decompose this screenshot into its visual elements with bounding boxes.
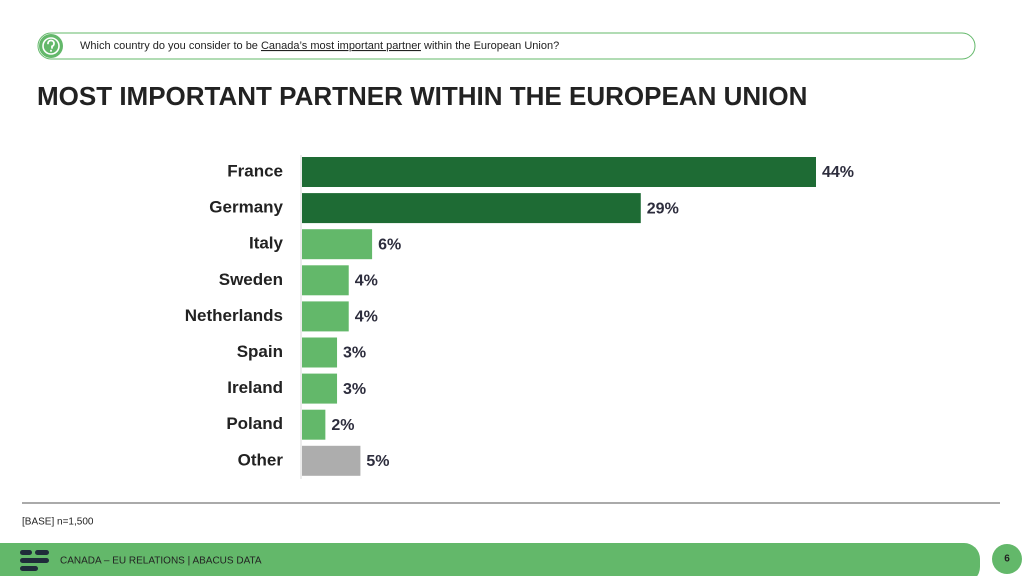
category-label: Other bbox=[238, 450, 284, 469]
bar bbox=[302, 157, 816, 187]
value-label: 44% bbox=[822, 164, 854, 181]
footer-text: CANADA – EU RELATIONS | ABACUS DATA bbox=[60, 556, 262, 567]
category-label: Sweden bbox=[219, 270, 283, 289]
logo-bar bbox=[20, 550, 32, 555]
value-label: 3% bbox=[343, 381, 366, 398]
footer-bar bbox=[0, 543, 980, 576]
plot: France 44% Germany 29% Italy 6% Sweden 4% Nether… bbox=[185, 157, 854, 476]
question-part: Which country do you consider to be bbox=[80, 40, 261, 52]
value-label: 5% bbox=[366, 453, 389, 470]
question-text: Which country do you consider to be Cana… bbox=[80, 40, 559, 52]
category-label: Italy bbox=[249, 234, 284, 253]
logo-bar bbox=[35, 550, 49, 555]
category-label: Ireland bbox=[227, 378, 283, 397]
value-label: 2% bbox=[331, 417, 354, 434]
value-label: 4% bbox=[355, 309, 378, 326]
category-label: Poland bbox=[226, 414, 283, 433]
category-label: France bbox=[227, 161, 283, 180]
bar bbox=[302, 409, 326, 440]
value-label: 6% bbox=[378, 236, 401, 253]
logo-bar bbox=[20, 566, 38, 571]
category-label: Germany bbox=[209, 198, 283, 217]
bar bbox=[302, 337, 338, 368]
bar bbox=[302, 229, 373, 260]
value-label: 4% bbox=[355, 273, 378, 290]
bar bbox=[302, 193, 641, 224]
question-icon-ring bbox=[42, 37, 60, 55]
question-icon-mark bbox=[47, 39, 55, 52]
page-number: 6 bbox=[1004, 554, 1010, 565]
category-label: Netherlands bbox=[185, 306, 283, 325]
bar bbox=[302, 265, 349, 296]
chart-title: MOST IMPORTANT PARTNER WITHIN THE EUROPE… bbox=[37, 81, 807, 111]
bar bbox=[302, 373, 338, 404]
question-part: within the European Union? bbox=[421, 40, 559, 52]
question-emphasis: Canada’s most important partner bbox=[261, 40, 421, 52]
page-number-badge bbox=[992, 544, 1022, 574]
bar bbox=[302, 301, 349, 332]
value-label: 3% bbox=[343, 345, 366, 362]
question-box bbox=[37, 32, 976, 60]
bar bbox=[302, 445, 361, 476]
logo-bar bbox=[20, 558, 49, 563]
base-note: [BASE] n=1,500 bbox=[22, 517, 94, 528]
category-label: Spain bbox=[237, 342, 283, 361]
value-label: 29% bbox=[647, 200, 679, 217]
